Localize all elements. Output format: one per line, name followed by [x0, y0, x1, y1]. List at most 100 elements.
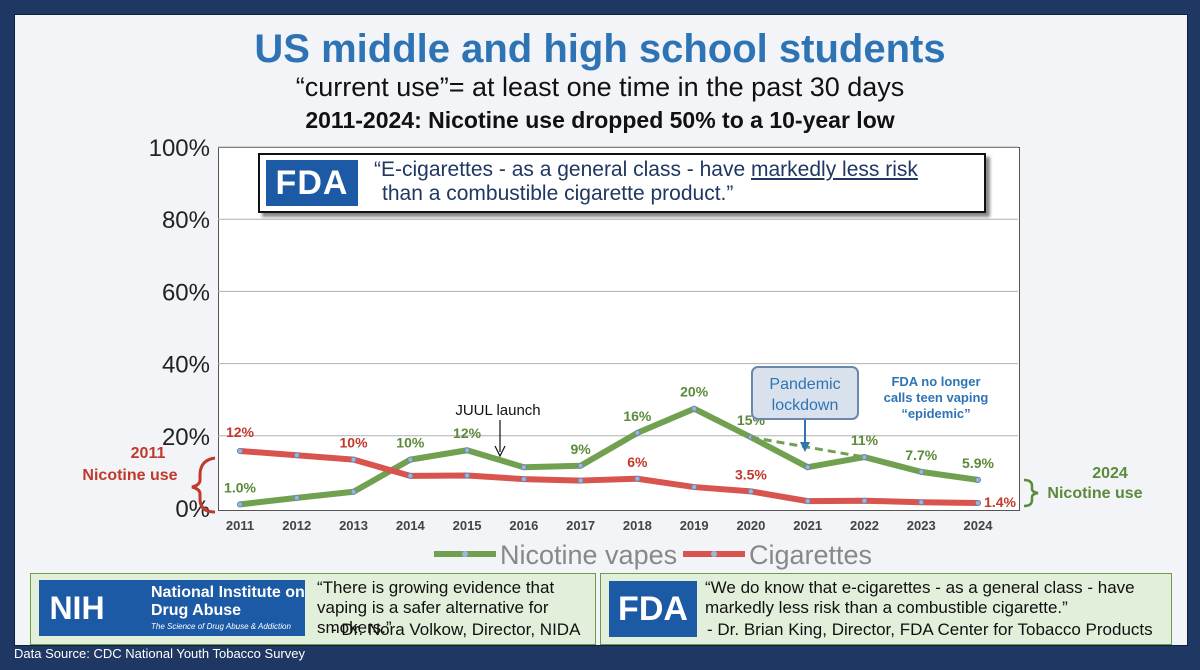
data-point — [804, 464, 811, 471]
data-point — [237, 447, 243, 454]
left-label-year: 2011 — [131, 445, 166, 462]
data-label: 7.7% — [905, 447, 937, 463]
data-point — [918, 468, 925, 475]
data-label: 16% — [623, 408, 652, 424]
page-title: US middle and high school students — [254, 27, 946, 71]
data-source: Data Source: CDC National Youth Tobacco … — [14, 646, 305, 661]
nih-quote: “There is growing evidence that vaping i… — [317, 578, 555, 637]
data-point — [861, 454, 868, 461]
fda-callout-quote-part2: than a combustible cigarette product.” — [382, 182, 734, 205]
pandemic-label-line1: Pandemic — [769, 376, 840, 393]
x-tick-label: 2014 — [396, 518, 426, 533]
fda-quote-box: FDA “We do know that e-cigarettes - as a… — [600, 573, 1172, 645]
nih-logo: NIH — [39, 580, 115, 636]
fda-callout-quote-underlined: markedly less risk — [751, 158, 918, 181]
data-point — [293, 494, 300, 501]
x-tick-label: 2011 — [226, 518, 254, 533]
x-axis-ticks: 2011 2012 2013 2014 2015 2016 2017 2018 2019 2020… — [226, 518, 993, 533]
data-point — [293, 452, 300, 459]
data-point — [975, 499, 981, 506]
data-point — [747, 488, 754, 495]
series-line-vapes — [237, 405, 981, 508]
right-label-year: 2024 — [1092, 465, 1128, 482]
data-label: 20% — [680, 384, 709, 400]
nih-attribution: - Dr. Nora Volkow, Director, NIDA — [331, 620, 581, 639]
data-point — [407, 456, 414, 463]
chart-legend: Nicotine vapes Cigarettes — [434, 540, 872, 570]
fda-bottom-attribution: - Dr. Brian King, Director, FDA Center f… — [707, 620, 1153, 639]
chart-data-labels: 1.0%10%12%9%16%20%15%11%7.7% 5.9%12%10%6%… — [224, 384, 1016, 510]
data-point — [691, 484, 698, 491]
data-point — [407, 472, 414, 479]
fda-epidemic-note-line: FDA no longer — [891, 374, 980, 389]
left-label-text: Nicotine use — [82, 467, 177, 484]
data-point — [464, 447, 471, 454]
fda-logo: FDA — [266, 160, 358, 206]
nih-quote-box: NIH National Institute on Drug Abuse The… — [30, 573, 596, 645]
data-label: 12% — [226, 424, 255, 440]
fda-epidemic-note-line: calls teen vaping — [884, 390, 989, 405]
legend-label-cigarettes: Cigarettes — [749, 540, 872, 570]
page-subtitle: “current use”= at least one time in the … — [295, 72, 905, 102]
data-point — [861, 497, 868, 504]
data-label: 11% — [851, 432, 879, 448]
pandemic-box — [751, 366, 859, 420]
x-tick-label: 2019 — [680, 518, 709, 533]
data-label: 12% — [453, 425, 482, 441]
chart-series — [237, 405, 981, 508]
data-point — [464, 472, 471, 479]
series-line-cigarettes — [237, 447, 981, 506]
data-point — [634, 429, 641, 436]
data-point — [350, 456, 357, 463]
data-point — [577, 462, 584, 469]
legend-marker-vapes — [462, 551, 468, 557]
data-label: 1.4% — [984, 494, 1016, 510]
left-brace — [191, 456, 216, 514]
chart-annotations: JUUL launch Pandemic lockdown FDA no longer… — [82, 366, 1143, 514]
y-tick-label: 40% — [162, 352, 210, 379]
data-point — [804, 498, 811, 505]
data-label: 3.5% — [735, 466, 767, 482]
data-label: 1.0% — [224, 479, 256, 495]
x-tick-label: 2017 — [566, 518, 595, 533]
right-label-text: Nicotine use — [1047, 485, 1142, 502]
chart-gridlines — [218, 146, 1018, 437]
legend-label-vapes: Nicotine vapes — [500, 540, 677, 570]
data-label: 9% — [570, 441, 591, 457]
data-label: 10% — [396, 435, 425, 451]
data-point — [520, 464, 527, 471]
fda-logo-bottom: FDA — [609, 581, 697, 637]
fda-epidemic-note-line: “epidemic” — [901, 406, 970, 421]
data-label: 5.9% — [962, 455, 994, 471]
y-tick-label: 20% — [162, 424, 210, 451]
data-point — [918, 499, 925, 506]
nida-tagline: The Science of Drug Abuse & Addiction — [151, 622, 291, 631]
vapes-trend-dashed-line — [750, 435, 865, 459]
juul-arrow-head — [494, 445, 506, 458]
data-point — [577, 477, 584, 484]
fda-quote-callout: FDA “E-cigarettes - as a general class -… — [258, 153, 986, 213]
data-point — [634, 475, 641, 482]
nida-logo-panel: National Institute on Drug Abuse The Sci… — [115, 580, 305, 636]
x-tick-label: 2013 — [339, 518, 368, 533]
legend-marker-cigarettes — [711, 551, 717, 557]
data-label: 10% — [340, 435, 369, 451]
data-point — [520, 476, 527, 483]
right-brace — [1023, 478, 1039, 508]
data-point — [691, 405, 698, 412]
y-tick-label: 80% — [162, 207, 210, 234]
x-tick-label: 2012 — [282, 518, 311, 533]
x-tick-label: 2024 — [964, 518, 994, 533]
x-tick-label: 2015 — [453, 518, 482, 533]
fda-callout-quote: “E-cigarettes - as a general class - hav… — [374, 158, 974, 206]
x-tick-label: 2021 — [793, 518, 822, 533]
fda-callout-quote-part1: “E-cigarettes - as a general class - hav… — [374, 158, 751, 181]
fda-bottom-quote: “We do know that e-cigarettes - as a gen… — [705, 578, 1135, 617]
headline: 2011-2024: Nicotine use dropped 50% to a… — [305, 107, 895, 133]
y-tick-label: 60% — [162, 279, 210, 306]
x-tick-label: 2018 — [623, 518, 652, 533]
x-tick-label: 2022 — [850, 518, 879, 533]
y-axis-ticks: 0%20%40%60%80%100% — [149, 135, 210, 523]
x-tick-label: 2016 — [509, 518, 538, 533]
